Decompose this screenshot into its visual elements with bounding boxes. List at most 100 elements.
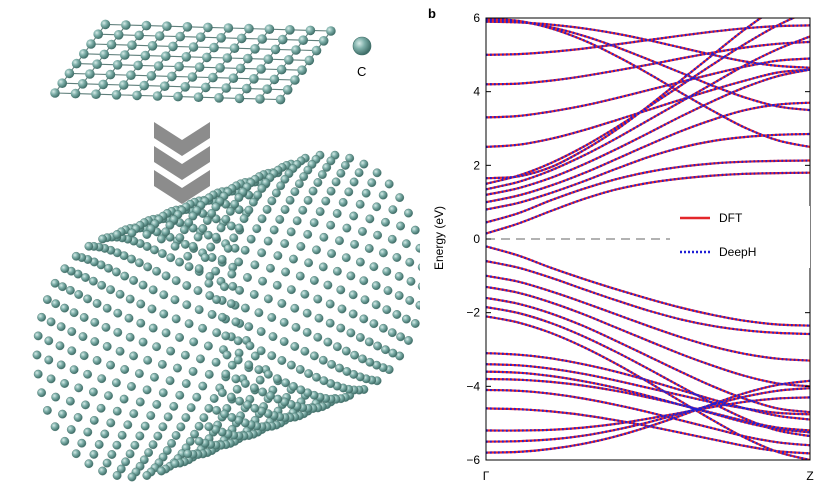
tube-atom bbox=[71, 449, 81, 459]
tube-atom bbox=[405, 296, 415, 305]
tube-atom bbox=[336, 285, 346, 295]
tube-atom bbox=[175, 257, 185, 267]
tube-atom bbox=[405, 257, 415, 267]
tube-atom bbox=[198, 323, 208, 333]
tube-atom bbox=[67, 327, 77, 336]
sheet-atom bbox=[216, 33, 226, 43]
tube-atom bbox=[125, 332, 135, 342]
tube-atom bbox=[202, 216, 212, 226]
dft-band-line bbox=[486, 40, 810, 86]
tube-atom bbox=[107, 450, 117, 459]
tube-atom bbox=[60, 303, 69, 313]
tube-atom bbox=[163, 412, 173, 422]
tube-atom bbox=[229, 233, 239, 243]
tube-atom bbox=[280, 239, 290, 249]
sheet-atom bbox=[162, 21, 172, 32]
sheet-atom bbox=[182, 22, 193, 32]
sheet-atom bbox=[118, 80, 129, 90]
dft-band-line bbox=[486, 285, 810, 388]
tube-atom bbox=[232, 384, 242, 394]
tube-atom bbox=[290, 303, 300, 313]
tube-atom bbox=[37, 388, 46, 398]
tube-atom bbox=[303, 165, 313, 175]
tube-atom bbox=[394, 271, 404, 281]
tube-atom bbox=[325, 299, 335, 309]
tube-atom bbox=[279, 337, 289, 346]
tube-atom bbox=[378, 323, 388, 333]
tube-atom bbox=[326, 220, 336, 230]
tube-atom bbox=[235, 285, 245, 295]
tube-atom bbox=[182, 281, 192, 290]
tube-atom bbox=[211, 232, 221, 242]
sheet-atom bbox=[203, 22, 213, 33]
sheet-atom bbox=[276, 64, 287, 75]
tube-atom bbox=[388, 205, 398, 215]
tube-atom bbox=[332, 342, 342, 352]
tube-atom bbox=[335, 236, 344, 246]
tube-atom bbox=[147, 304, 157, 314]
sheet-atom bbox=[159, 81, 170, 91]
tube-atom bbox=[106, 418, 116, 428]
tube-atom bbox=[269, 225, 279, 235]
tube-atom bbox=[33, 331, 43, 341]
sheet-atom bbox=[277, 34, 288, 45]
deeph-band-line bbox=[486, 407, 810, 455]
tube-atom bbox=[58, 282, 67, 292]
sheet-atom bbox=[193, 92, 204, 102]
tube-atom bbox=[156, 234, 166, 244]
tube-atom bbox=[325, 318, 335, 328]
tube-atom bbox=[158, 422, 168, 432]
tube-atom bbox=[266, 263, 275, 273]
tube-atom bbox=[179, 225, 189, 235]
tube-atom bbox=[159, 309, 169, 319]
tube-atom bbox=[417, 282, 420, 291]
tube-atom bbox=[309, 218, 319, 228]
deeph-band-line bbox=[486, 57, 810, 119]
tube-atom bbox=[198, 224, 208, 233]
tube-atom bbox=[112, 267, 121, 277]
sheet-atom bbox=[214, 93, 224, 103]
tube-atom bbox=[113, 327, 123, 337]
deeph-band-line bbox=[486, 101, 810, 204]
tube-atom bbox=[150, 372, 159, 382]
tube-atom bbox=[277, 356, 287, 365]
deeph-band-line bbox=[486, 68, 810, 196]
sheet-atom bbox=[120, 50, 130, 60]
y-tick-label: 2 bbox=[473, 158, 480, 172]
tube-atom bbox=[112, 471, 122, 480]
tube-atom bbox=[226, 392, 236, 402]
tube-atom bbox=[170, 295, 180, 305]
tube-atom bbox=[250, 351, 260, 361]
tube-atom bbox=[181, 379, 191, 388]
tube-atom bbox=[223, 243, 233, 253]
tube-atom bbox=[231, 317, 241, 327]
tube-atom bbox=[309, 351, 319, 361]
tube-atom bbox=[299, 172, 309, 182]
graphene-to-nanotube-illustration: C bbox=[32, 19, 420, 482]
tube-atom bbox=[165, 220, 175, 230]
tube-atom bbox=[200, 253, 210, 263]
tube-atom bbox=[217, 312, 227, 322]
sheet-atom bbox=[181, 52, 192, 62]
tube-atom bbox=[188, 367, 198, 376]
sheet-atom bbox=[132, 90, 142, 101]
legend-dft-label: DFT bbox=[719, 211, 743, 225]
tube-atom bbox=[240, 245, 250, 255]
tube-atom bbox=[102, 342, 112, 351]
tube-atom bbox=[152, 266, 162, 276]
tube-atom bbox=[106, 360, 116, 370]
tube-atom bbox=[364, 337, 374, 347]
tube-atom bbox=[69, 365, 79, 375]
sheet-atom bbox=[133, 60, 143, 71]
tube-atom bbox=[404, 208, 413, 218]
deeph-band-line bbox=[486, 18, 810, 148]
tube-atom bbox=[162, 446, 172, 455]
tube-atom bbox=[346, 328, 356, 338]
carbon-atom-icon bbox=[352, 36, 372, 56]
tube-atom bbox=[227, 269, 237, 279]
tube-atom bbox=[244, 205, 254, 215]
tube-atom bbox=[66, 285, 75, 295]
tube-atom bbox=[204, 369, 214, 379]
tube-atom bbox=[254, 365, 264, 375]
tube-atom bbox=[369, 262, 379, 272]
